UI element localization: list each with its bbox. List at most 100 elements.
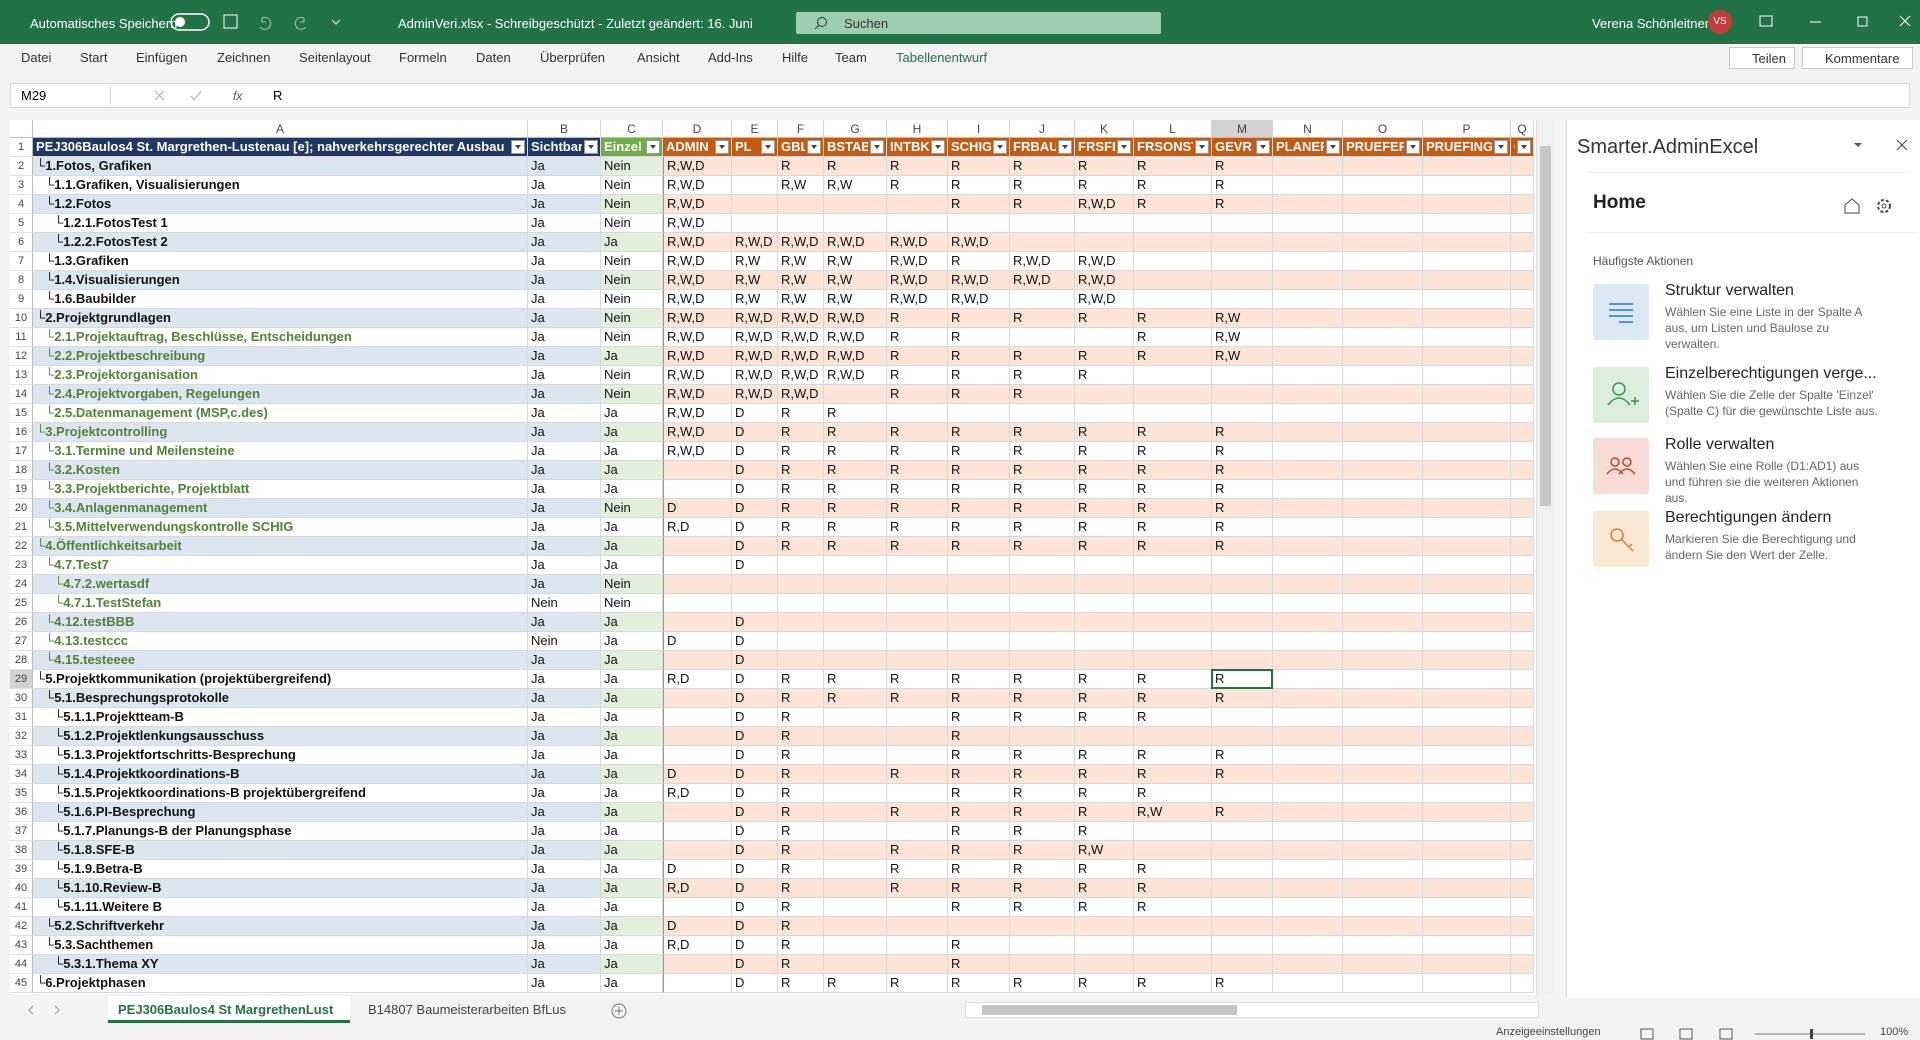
- sheet-tab[interactable]: B14807 Baumeisterarbeiten BfLus: [368, 1002, 567, 1017]
- ribbon-tab[interactable]: Hilfe: [782, 50, 809, 65]
- cell[interactable]: [1511, 860, 1534, 879]
- cell[interactable]: R: [1212, 803, 1273, 822]
- cell[interactable]: [1075, 613, 1134, 632]
- cell[interactable]: [1273, 917, 1343, 936]
- cell[interactable]: R: [824, 423, 887, 442]
- cell[interactable]: R: [778, 955, 824, 974]
- cell[interactable]: Ja: [528, 955, 601, 974]
- header-cell[interactable]: PRUEFING: [1423, 138, 1511, 157]
- action-title[interactable]: Rolle verwalten: [1665, 436, 1775, 453]
- cell[interactable]: R: [1212, 461, 1273, 480]
- cell[interactable]: [1423, 537, 1511, 556]
- row-header[interactable]: 34: [10, 765, 33, 784]
- cell[interactable]: R: [778, 784, 824, 803]
- cell[interactable]: [1343, 746, 1423, 765]
- row-header[interactable]: 21: [10, 518, 33, 537]
- cell[interactable]: [1010, 328, 1075, 347]
- cell[interactable]: [1511, 366, 1534, 385]
- cell[interactable]: R: [778, 822, 824, 841]
- cell[interactable]: [824, 214, 887, 233]
- cell[interactable]: [1273, 271, 1343, 290]
- cell[interactable]: Ja: [528, 290, 601, 309]
- cell[interactable]: [1273, 176, 1343, 195]
- cell[interactable]: └5.Projektkommunikation (projektübergrei…: [33, 670, 528, 689]
- cell[interactable]: R,W,D: [663, 366, 732, 385]
- cell[interactable]: R,W,D: [663, 214, 732, 233]
- cell[interactable]: [1343, 537, 1423, 556]
- display-settings[interactable]: Anzeigeeinstellungen: [1496, 1026, 1601, 1038]
- cell[interactable]: [732, 594, 778, 613]
- cell[interactable]: R: [1010, 195, 1075, 214]
- cell[interactable]: Ja: [601, 480, 663, 499]
- cell[interactable]: R: [1134, 860, 1212, 879]
- cell[interactable]: D: [663, 632, 732, 651]
- cell[interactable]: [887, 727, 948, 746]
- cell[interactable]: [1273, 309, 1343, 328]
- row-header[interactable]: 2: [10, 157, 33, 176]
- cell[interactable]: [778, 556, 824, 575]
- cell[interactable]: R: [887, 974, 948, 993]
- cell[interactable]: [1423, 879, 1511, 898]
- cell[interactable]: [887, 575, 948, 594]
- cell[interactable]: [1273, 537, 1343, 556]
- cell[interactable]: └1.1.Grafiken, Visualisierungen: [33, 176, 528, 195]
- cell[interactable]: [1273, 613, 1343, 632]
- cell[interactable]: [1273, 632, 1343, 651]
- cell[interactable]: [1273, 784, 1343, 803]
- cell[interactable]: D: [663, 499, 732, 518]
- cell[interactable]: R,W,D: [732, 366, 778, 385]
- cell[interactable]: [1423, 233, 1511, 252]
- cell[interactable]: R: [948, 176, 1010, 195]
- cell[interactable]: [1010, 290, 1075, 309]
- cell[interactable]: └4.7.2.wertasdf: [33, 575, 528, 594]
- row-header[interactable]: 44: [10, 955, 33, 974]
- cell[interactable]: └5.1.7.Planungs-B der Planungsphase: [33, 822, 528, 841]
- column-header[interactable]: B: [528, 120, 601, 138]
- cell[interactable]: R: [824, 670, 887, 689]
- cell[interactable]: Ja: [601, 651, 663, 670]
- cell[interactable]: R: [1212, 670, 1273, 689]
- cell[interactable]: R: [1010, 518, 1075, 537]
- cell[interactable]: Ja: [528, 936, 601, 955]
- cell[interactable]: [663, 727, 732, 746]
- cell[interactable]: D: [732, 879, 778, 898]
- scroll-thumb[interactable]: [1540, 146, 1551, 506]
- cell[interactable]: [663, 822, 732, 841]
- column-header[interactable]: F: [778, 120, 824, 138]
- cell[interactable]: R,W,D: [663, 252, 732, 271]
- cell[interactable]: [778, 575, 824, 594]
- cell[interactable]: [1010, 632, 1075, 651]
- cell[interactable]: R: [948, 366, 1010, 385]
- row-header[interactable]: 13: [10, 366, 33, 385]
- cell[interactable]: D: [732, 917, 778, 936]
- cell[interactable]: R: [1010, 803, 1075, 822]
- cell[interactable]: [1343, 195, 1423, 214]
- cell[interactable]: [824, 385, 887, 404]
- cell[interactable]: D: [732, 784, 778, 803]
- column-header[interactable]: C: [601, 120, 663, 138]
- cell[interactable]: [663, 708, 732, 727]
- cell[interactable]: Nein: [601, 252, 663, 271]
- cell[interactable]: R,W: [1212, 309, 1273, 328]
- row-header[interactable]: 35: [10, 784, 33, 803]
- view-zoom-controls[interactable]: [1640, 1028, 1870, 1040]
- filter-button[interactable]: [1517, 140, 1531, 154]
- cell[interactable]: Ja: [528, 898, 601, 917]
- cell[interactable]: [1511, 537, 1534, 556]
- cell[interactable]: Ja: [601, 803, 663, 822]
- cell[interactable]: [1511, 309, 1534, 328]
- cell[interactable]: [1423, 822, 1511, 841]
- cell[interactable]: [1511, 917, 1534, 936]
- cell[interactable]: R: [1212, 765, 1273, 784]
- cell[interactable]: R: [1010, 822, 1075, 841]
- cell[interactable]: [778, 195, 824, 214]
- cell[interactable]: D: [732, 632, 778, 651]
- row-header[interactable]: 3: [10, 176, 33, 195]
- cell[interactable]: [1423, 803, 1511, 822]
- cell[interactable]: [887, 936, 948, 955]
- cell[interactable]: [1134, 613, 1212, 632]
- cell[interactable]: [1134, 594, 1212, 613]
- cell[interactable]: R: [1075, 499, 1134, 518]
- cell[interactable]: Ja: [528, 613, 601, 632]
- cell[interactable]: R: [1075, 879, 1134, 898]
